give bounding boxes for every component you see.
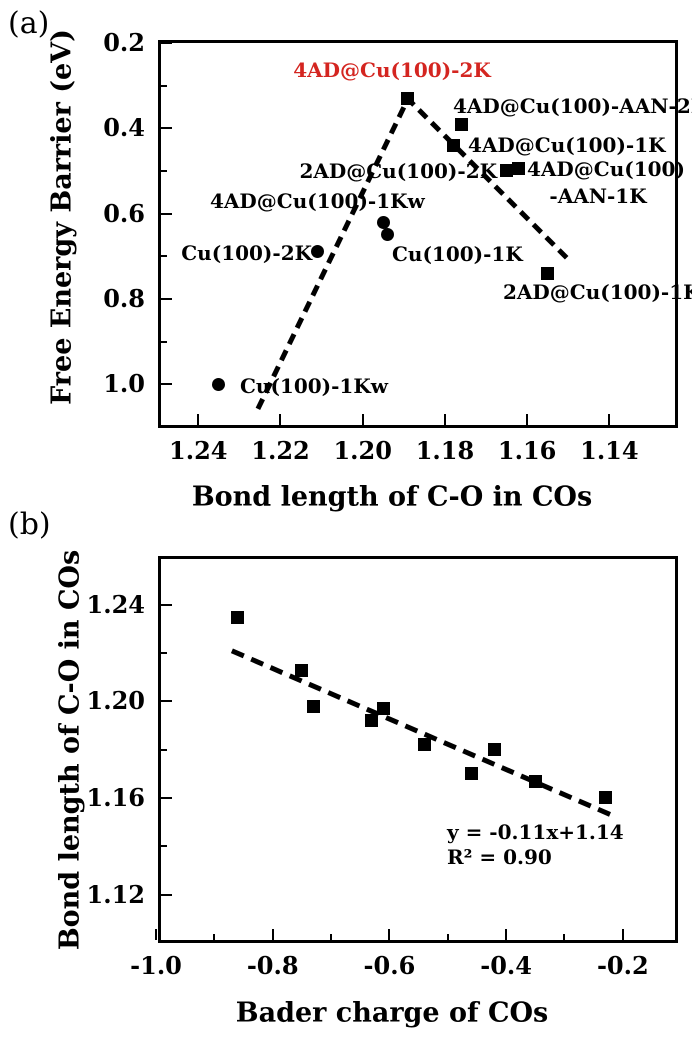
panel-b-y-tick xyxy=(161,700,172,703)
panel-b-marker-square xyxy=(487,743,501,757)
panel-a-x-tick-label: 1.16 xyxy=(497,436,557,465)
panel-b-tag: (b) xyxy=(8,507,51,542)
panel-b-x-minor-tick xyxy=(213,934,216,940)
panel-b-x-tick xyxy=(505,929,508,940)
panel-b-marker-square xyxy=(295,663,309,677)
panel-b-x-minor-tick xyxy=(330,934,333,940)
panel-b-x-minor-tick xyxy=(446,934,449,940)
panel-a-y-tick-label: 0.8 xyxy=(103,283,145,313)
panel-a-x-tick xyxy=(608,414,611,425)
panel-a-x-tick xyxy=(279,414,282,425)
panel-b-x-tick xyxy=(155,929,158,940)
panel-b-marker-square xyxy=(598,791,612,805)
panel-a-y-tick xyxy=(161,41,172,44)
panel-a-point-label: 2AD@Cu(100)-1K xyxy=(503,280,692,304)
panel-b-y-minor-tick xyxy=(161,652,167,655)
panel-a-x-tick xyxy=(197,414,200,425)
panel-a-point-label: 4AD@Cu(100)-2K xyxy=(293,58,491,82)
panel-a-point-label: 4AD@Cu(100)-1K xyxy=(468,133,666,157)
panel-b-x-tick-label: -0.4 xyxy=(480,951,532,980)
panel-a-x-tick-label: 1.22 xyxy=(251,436,310,465)
panel-a-point-label: Cu(100)-2K xyxy=(181,241,312,265)
panel-a-y-tick-label: 0.2 xyxy=(103,27,145,57)
panel-b-x-tick xyxy=(621,929,624,940)
panel-a-marker-square xyxy=(446,138,460,152)
panel-b-x-tick xyxy=(388,929,391,940)
panel-a-marker-square xyxy=(454,117,468,131)
panel-b-x-axis-title: Bader charge of COs xyxy=(235,997,549,1029)
panel-b-x-tick-label: -1.0 xyxy=(130,951,182,980)
panel-b-y-tick-label: 1.20 xyxy=(86,686,145,716)
panel-b-y-tick xyxy=(161,796,172,799)
panel-a-marker-circle xyxy=(376,215,390,229)
panel-a-y-tick xyxy=(161,297,172,300)
panel-a-y-minor-tick xyxy=(161,169,167,172)
panel-b-x-tick xyxy=(271,929,274,940)
panel-b-dashed-trend-line xyxy=(230,648,613,818)
panel-a-marker-circle xyxy=(380,228,394,242)
panel-b-x-tick-label: -0.2 xyxy=(596,951,649,980)
panel-a-point-label: 2AD@Cu(100)-2K xyxy=(299,159,497,183)
panel-a-point-label: 4AD@Cu(100)-AAN-2K xyxy=(453,94,692,118)
panel-a-y-minor-tick xyxy=(161,255,167,258)
fit-equation-label: y = -0.11x+1.14 xyxy=(447,820,624,844)
panel-a-y-tick xyxy=(161,127,172,130)
panel-a-y-tick xyxy=(161,212,172,215)
panel-b-x-tick-label: -0.8 xyxy=(246,951,299,980)
fit-r-squared-label: R² = 0.90 xyxy=(447,845,552,869)
panel-a-point-label: 4AD@Cu(100)-1Kw xyxy=(210,189,425,213)
panel-b-y-tick-label: 1.16 xyxy=(86,782,145,812)
panel-b-y-tick xyxy=(161,603,172,606)
panel-b-y-minor-tick xyxy=(161,748,167,751)
panel-a-x-tick xyxy=(361,414,364,425)
panel-b-y-tick xyxy=(161,893,172,896)
panel-a-marker-square xyxy=(512,162,526,176)
panel-a-y-minor-tick xyxy=(161,84,167,87)
panel-a-y-tick-label: 0.4 xyxy=(103,113,145,143)
panel-a-x-tick-label: 1.18 xyxy=(415,436,475,465)
panel-a-marker-circle xyxy=(212,377,226,391)
panel-a-y-tick-label: 0.6 xyxy=(103,198,145,228)
panel-b-y-tick-label: 1.12 xyxy=(86,879,145,909)
panel-a-point-label: Cu(100)-1Kw xyxy=(240,374,388,398)
panel-a-marker-square xyxy=(500,164,514,178)
panel-b-marker-square xyxy=(417,738,431,752)
panel-a-x-tick xyxy=(526,414,529,425)
panel-b-marker-square xyxy=(307,699,321,713)
panel-b-marker-square xyxy=(528,774,542,788)
panel-a-x-tick-label: 1.14 xyxy=(580,436,639,465)
panel-a-marker-square xyxy=(541,266,555,280)
panel-b-plot-frame xyxy=(158,556,678,943)
panel-b-marker-square xyxy=(377,702,391,716)
panel-b-y-minor-tick xyxy=(161,845,167,848)
panel-a-y-tick-label: 1.0 xyxy=(103,369,145,399)
panel-a-plot-frame xyxy=(158,40,678,428)
panel-a-marker-square xyxy=(401,91,415,105)
panel-b-y-tick-label: 1.24 xyxy=(86,589,145,619)
panel-a-x-axis-title: Bond length of C-O in COs xyxy=(191,481,593,513)
panel-a-x-tick-label: 1.24 xyxy=(169,436,228,465)
panel-a-x-tick xyxy=(443,414,446,425)
panel-a-point-label: 4AD@Cu(100) xyxy=(527,157,685,181)
panel-a-y-tick xyxy=(161,383,172,386)
panel-a-marker-circle xyxy=(310,245,324,259)
panel-a-point-label: -AAN-1K xyxy=(549,184,647,208)
panel-a-x-tick-label: 1.20 xyxy=(333,436,392,465)
panel-b-marker-square xyxy=(365,714,379,728)
panel-a-point-label: Cu(100)-1K xyxy=(392,242,523,266)
panel-b-marker-square xyxy=(464,767,478,781)
panel-a-tag: (a) xyxy=(8,6,50,41)
panel-b-x-minor-tick xyxy=(563,934,566,940)
panel-b-marker-square xyxy=(231,610,245,624)
panel-b-x-tick-label: -0.6 xyxy=(363,951,416,980)
panel-b-trend-line-layer xyxy=(230,648,613,818)
panel-a-y-minor-tick xyxy=(161,340,167,343)
